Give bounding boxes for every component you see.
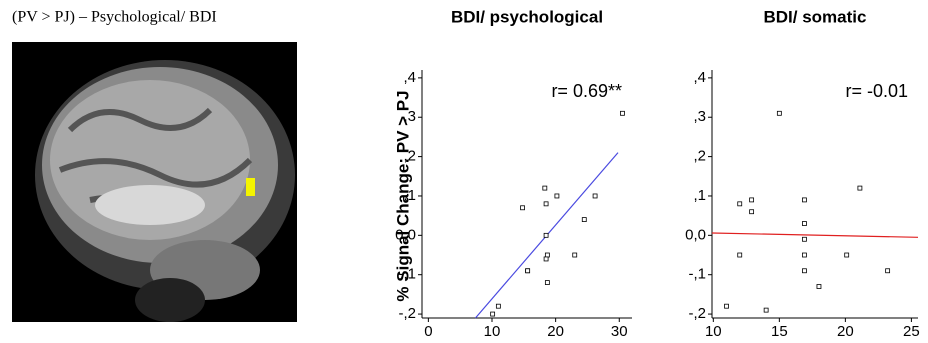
point (544, 202, 548, 206)
y-tick-label: ,3 (403, 108, 416, 125)
y-tick-label: 0,0 (395, 226, 416, 243)
x-tick-label: 10 (484, 323, 501, 340)
point (738, 202, 742, 206)
point (543, 186, 547, 190)
point (750, 210, 754, 214)
point (738, 253, 742, 257)
point (764, 308, 768, 312)
y-tick-label: ,4 (403, 69, 416, 86)
point (526, 269, 530, 273)
fit-line (712, 233, 918, 237)
point (802, 269, 806, 273)
point (593, 194, 597, 198)
brain-image (12, 42, 297, 322)
annotation: r= 0.69** (551, 81, 622, 101)
x-tick-label: 0 (424, 323, 432, 340)
chart-title: BDI/ psychological (451, 7, 603, 26)
x-tick-label: 25 (903, 323, 920, 340)
point (582, 218, 586, 222)
x-tick-label: 15 (771, 323, 788, 340)
y-tick-label: -,2 (398, 305, 416, 322)
image-title: (PV > PJ) – Psychological/ BDI (12, 9, 217, 26)
point (817, 285, 821, 289)
point (620, 111, 624, 115)
y-tick-label: -,2 (688, 305, 706, 322)
point (858, 186, 862, 190)
figure: (PV > PJ) – Psychological/ BDI % Signal … (0, 0, 928, 343)
point (544, 257, 548, 261)
point (777, 111, 781, 115)
x-tick-label: 20 (837, 323, 854, 340)
point (845, 253, 849, 257)
point (725, 304, 729, 308)
y-tick-label: 0,0 (685, 226, 706, 243)
point (573, 253, 577, 257)
point (496, 304, 500, 308)
point (802, 222, 806, 226)
x-tick-label: 10 (705, 323, 722, 340)
point (544, 233, 548, 237)
y-tick-label: ,2 (693, 148, 706, 165)
y-tick-label: ,1 (693, 187, 706, 204)
point (521, 206, 525, 210)
chart-title: BDI/ somatic (764, 7, 867, 26)
y-tick-label: ,1 (403, 187, 416, 204)
point (545, 281, 549, 285)
point (886, 269, 890, 273)
point (555, 194, 559, 198)
point (491, 312, 495, 316)
y-tick-label: ,3 (693, 108, 706, 125)
x-tick-label: 30 (611, 323, 628, 340)
point (750, 198, 754, 202)
y-tick-label: -,1 (688, 266, 706, 283)
x-tick-label: 20 (547, 323, 564, 340)
y-tick-label: -,1 (398, 266, 416, 283)
annotation: r= -0.01 (845, 81, 908, 101)
point (802, 198, 806, 202)
point (802, 253, 806, 257)
y-tick-label: ,2 (403, 148, 416, 165)
y-tick-label: ,4 (693, 69, 706, 86)
point (802, 237, 806, 241)
point (545, 253, 549, 257)
